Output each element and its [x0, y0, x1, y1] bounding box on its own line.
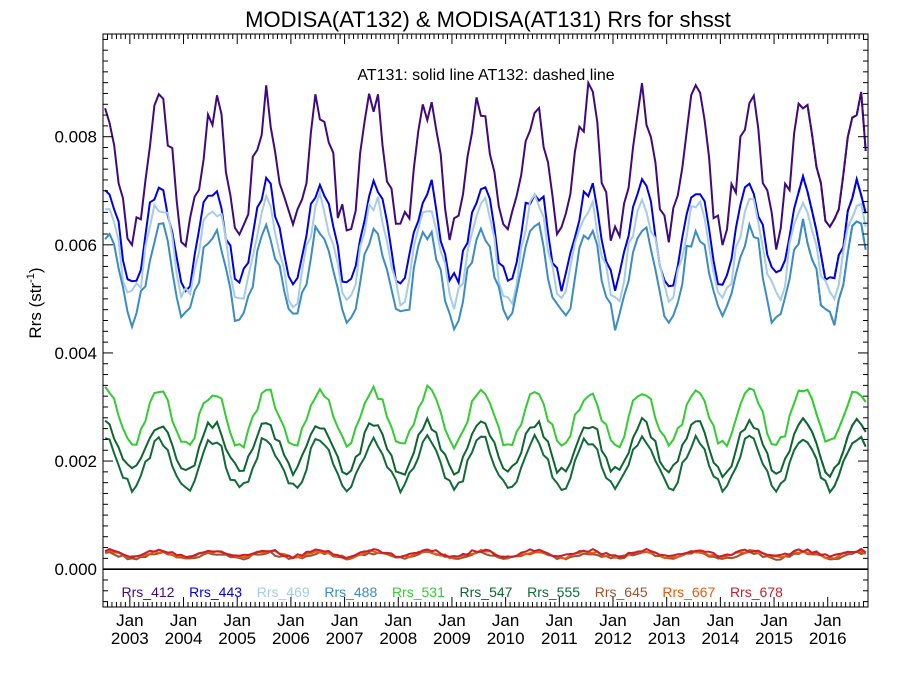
y-axis-label-close: ) — [26, 267, 45, 273]
series-dashed-rrs-547 — [797, 416, 867, 479]
x-tick-year: 2015 — [755, 629, 793, 648]
legend-rrs-531: Rrs_531 — [392, 584, 445, 600]
legend-rrs-412: Rrs_412 — [122, 584, 175, 600]
x-tick-month: Jan — [277, 611, 304, 630]
y-axis-label-main: Rrs (str — [26, 283, 45, 339]
series-dashed-rrs-678 — [798, 547, 867, 558]
x-tick-month: Jan — [760, 611, 787, 630]
x-tick-month: Jan — [492, 611, 519, 630]
x-tick-month: Jan — [653, 611, 680, 630]
series-line-rrs-555 — [104, 432, 867, 495]
x-tick-year: 2008 — [379, 629, 417, 648]
x-tick-month: Jan — [116, 611, 143, 630]
series-dashed-rrs-488 — [797, 218, 867, 326]
x-tick-year: 2012 — [594, 629, 632, 648]
y-tick-label: 0.006 — [54, 236, 97, 255]
x-tick-year: 2003 — [111, 629, 149, 648]
series-line-rrs-645 — [104, 550, 866, 561]
series-line-rrs-443 — [104, 172, 867, 293]
x-tick-year: 2006 — [272, 629, 310, 648]
y-tick-label: 0.008 — [54, 128, 97, 147]
legend-rrs-469: Rrs_469 — [257, 584, 310, 600]
series-line-rrs-469 — [105, 189, 867, 310]
x-tick-month: Jan — [170, 611, 197, 630]
x-tick-year: 2013 — [648, 629, 686, 648]
series-dashed-rrs-443 — [797, 172, 867, 282]
series-dashed-rrs-469 — [797, 200, 867, 302]
x-tick-month: Jan — [599, 611, 626, 630]
legend-rrs-547: Rrs_547 — [460, 584, 513, 600]
y-tick-label: 0.004 — [54, 344, 97, 363]
y-axis-label-sup: -1 — [25, 273, 37, 283]
series-dashed-rrs-555 — [797, 435, 867, 495]
x-tick-year: 2011 — [541, 629, 578, 648]
x-tick-year: 2005 — [218, 629, 256, 648]
series-line-rrs-547 — [104, 415, 867, 479]
series-line-rrs-678 — [104, 547, 867, 559]
x-tick-month: Jan — [385, 611, 412, 630]
legend-rrs-645: Rrs_645 — [595, 584, 648, 600]
series-line-rrs-412 — [104, 79, 867, 250]
series-line-rrs-531 — [104, 383, 867, 451]
y-axis-label: Rrs (str-1) — [25, 267, 45, 338]
legend: Rrs_412 Rrs_443 Rrs_469 Rrs_488 Rrs_531 Rrs_5… — [122, 584, 784, 600]
chart-subtitle: AT131: solid line AT132: dashed line — [357, 67, 614, 84]
x-tick-year: 2007 — [326, 629, 364, 648]
x-tick-month: Jan — [438, 611, 465, 630]
x-tick-year: 2004 — [165, 629, 203, 648]
x-tick-month: Jan — [223, 611, 250, 630]
series-layer — [104, 79, 867, 561]
axes-layer: 0.0000.0020.0040.0060.008Jan2003Jan2004J… — [54, 34, 868, 648]
x-tick-year: 2014 — [701, 629, 739, 648]
series-dashed-rrs-412 — [797, 91, 867, 229]
x-tick-year: 2009 — [433, 629, 471, 648]
series-line-rrs-488 — [104, 218, 867, 332]
x-tick-month: Jan — [331, 611, 358, 630]
legend-rrs-678: Rrs_678 — [730, 584, 783, 600]
legend-rrs-443: Rrs_443 — [189, 584, 242, 600]
x-tick-month: Jan — [814, 611, 841, 630]
legend-rrs-667: Rrs_667 — [662, 584, 715, 600]
x-tick-year: 2010 — [487, 629, 525, 648]
y-tick-label: 0.002 — [54, 452, 97, 471]
x-tick-month: Jan — [546, 611, 573, 630]
x-tick-year: 2016 — [809, 629, 847, 648]
x-tick-month: Jan — [707, 611, 734, 630]
legend-rrs-488: Rrs_488 — [324, 584, 377, 600]
chart-title: MODISA(AT132) & MODISA(AT131) Rrs for sh… — [245, 7, 731, 32]
series-dashed-rrs-531 — [798, 388, 867, 443]
legend-rrs-555: Rrs_555 — [527, 584, 580, 600]
y-tick-label: 0.000 — [54, 560, 97, 579]
